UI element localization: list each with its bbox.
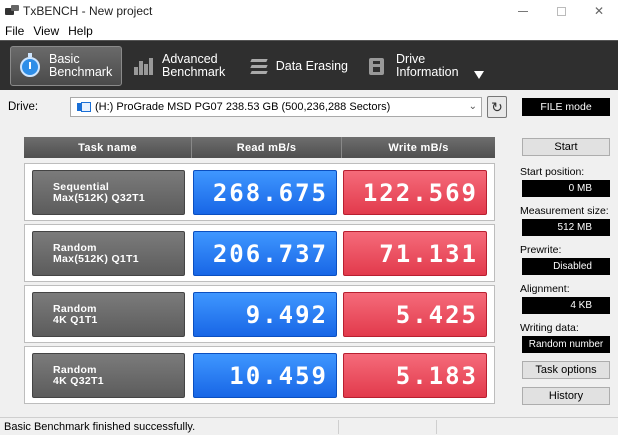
table-row: Random Max(512K) Q1T1 206.737 71.131 — [24, 224, 495, 282]
start-button[interactable]: Start — [522, 138, 610, 156]
task-line1: Random — [53, 241, 97, 254]
close-icon: ✕ — [593, 4, 605, 18]
alignment-label: Alignment: — [520, 283, 570, 295]
eraser-icon — [248, 55, 268, 77]
menu-view[interactable]: View — [33, 24, 60, 38]
writing-data-label: Writing data: — [520, 322, 579, 334]
read-value: 206.737 — [193, 231, 337, 276]
maximize-button[interactable] — [542, 0, 580, 22]
task-line1: Random — [53, 363, 97, 376]
minimize-icon — [518, 10, 528, 12]
write-value: 122.569 — [343, 170, 487, 215]
title-bar: TxBENCH - New project ✕ — [0, 0, 618, 22]
status-bar: Basic Benchmark finished successfully. — [0, 417, 618, 435]
refresh-button[interactable]: ↻ — [487, 96, 507, 118]
status-divider — [436, 420, 437, 434]
drive-label: Drive: — [8, 101, 39, 113]
measurement-size-label: Measurement size: — [520, 205, 609, 217]
menu-help[interactable]: Help — [68, 24, 93, 38]
menu-bar: File View Help — [0, 22, 618, 40]
chevron-down-icon: ⌄ — [468, 101, 477, 112]
usb-drive-icon — [77, 102, 91, 112]
drive-info-icon — [366, 55, 388, 77]
tab-drive-line2: Information — [396, 65, 459, 79]
measurement-size-value[interactable]: 512 MB — [522, 219, 610, 236]
task-button-random-4k-q1t1[interactable]: Random 4K Q1T1 — [32, 292, 185, 337]
task-button-sequential[interactable]: Sequential Max(512K) Q32T1 — [32, 170, 185, 215]
task-options-button[interactable]: Task options — [522, 361, 610, 379]
table-header: Task name Read mB/s Write mB/s — [24, 137, 495, 158]
table-row: Random 4K Q32T1 10.459 5.183 — [24, 346, 495, 404]
toolbar-dropdown-icon[interactable] — [474, 71, 484, 79]
writing-data-value[interactable]: Random number — [522, 336, 610, 353]
drive-select[interactable]: (H:) ProGrade MSD PG07 238.53 GB (500,23… — [70, 97, 482, 117]
refresh-icon: ↻ — [491, 98, 503, 115]
status-message: Basic Benchmark finished successfully. — [4, 420, 196, 433]
write-value: 5.425 — [343, 292, 487, 337]
start-position-label: Start position: — [520, 166, 585, 178]
read-value: 9.492 — [193, 292, 337, 337]
tab-advanced-benchmark[interactable]: Advanced Benchmark — [124, 46, 236, 86]
tab-drive-line1: Drive — [396, 52, 426, 66]
file-mode-indicator[interactable]: FILE mode — [522, 98, 610, 116]
tab-drive-information[interactable]: Drive Information — [358, 46, 468, 86]
alignment-value[interactable]: 4 KB — [522, 297, 610, 314]
tab-data-erasing[interactable]: Data Erasing — [240, 46, 348, 86]
task-line1: Sequential — [53, 180, 110, 193]
table-row: Sequential Max(512K) Q32T1 268.675 122.56… — [24, 163, 495, 221]
app-logo-icon — [5, 5, 19, 17]
status-divider — [338, 420, 339, 434]
header-task-name: Task name — [24, 137, 192, 158]
write-value: 5.183 — [343, 353, 487, 398]
toolbar: Basic Benchmark Advanced Benchmark Data Er… — [0, 40, 618, 90]
task-line1: Random — [53, 302, 97, 315]
prewrite-value[interactable]: Disabled — [522, 258, 610, 275]
task-line2: 4K Q32T1 — [53, 374, 104, 387]
task-button-random-4k-q32t1[interactable]: Random 4K Q32T1 — [32, 353, 185, 398]
close-button[interactable]: ✕ — [580, 0, 618, 22]
minimize-button[interactable] — [504, 0, 542, 22]
tab-data-erasing-label: Data Erasing — [275, 58, 348, 73]
task-line2: Max(512K) Q1T1 — [53, 252, 139, 265]
drive-select-value: (H:) ProGrade MSD PG07 238.53 GB (500,23… — [95, 101, 391, 113]
task-line2: Max(512K) Q32T1 — [53, 191, 146, 204]
table-row: Random 4K Q1T1 9.492 5.425 — [24, 285, 495, 343]
tab-basic-benchmark[interactable]: Basic Benchmark — [10, 46, 122, 86]
read-value: 268.675 — [193, 170, 337, 215]
header-read: Read mB/s — [192, 137, 342, 158]
read-value: 10.459 — [193, 353, 337, 398]
tab-basic-line2: Benchmark — [49, 65, 113, 79]
prewrite-label: Prewrite: — [520, 244, 562, 256]
stopwatch-icon — [19, 53, 41, 77]
maximize-icon — [556, 6, 566, 16]
bar-chart-icon — [132, 55, 154, 77]
tab-advanced-line1: Advanced — [162, 52, 218, 66]
history-button[interactable]: History — [522, 387, 610, 405]
task-button-random-512k[interactable]: Random Max(512K) Q1T1 — [32, 231, 185, 276]
write-value: 71.131 — [343, 231, 487, 276]
tab-advanced-line2: Benchmark — [162, 65, 226, 79]
task-line2: 4K Q1T1 — [53, 313, 98, 326]
start-position-value[interactable]: 0 MB — [522, 180, 610, 197]
tab-basic-line1: Basic — [49, 52, 80, 66]
header-write: Write mB/s — [342, 137, 495, 158]
menu-file[interactable]: File — [5, 24, 25, 38]
window-title: TxBENCH - New project — [23, 4, 153, 18]
